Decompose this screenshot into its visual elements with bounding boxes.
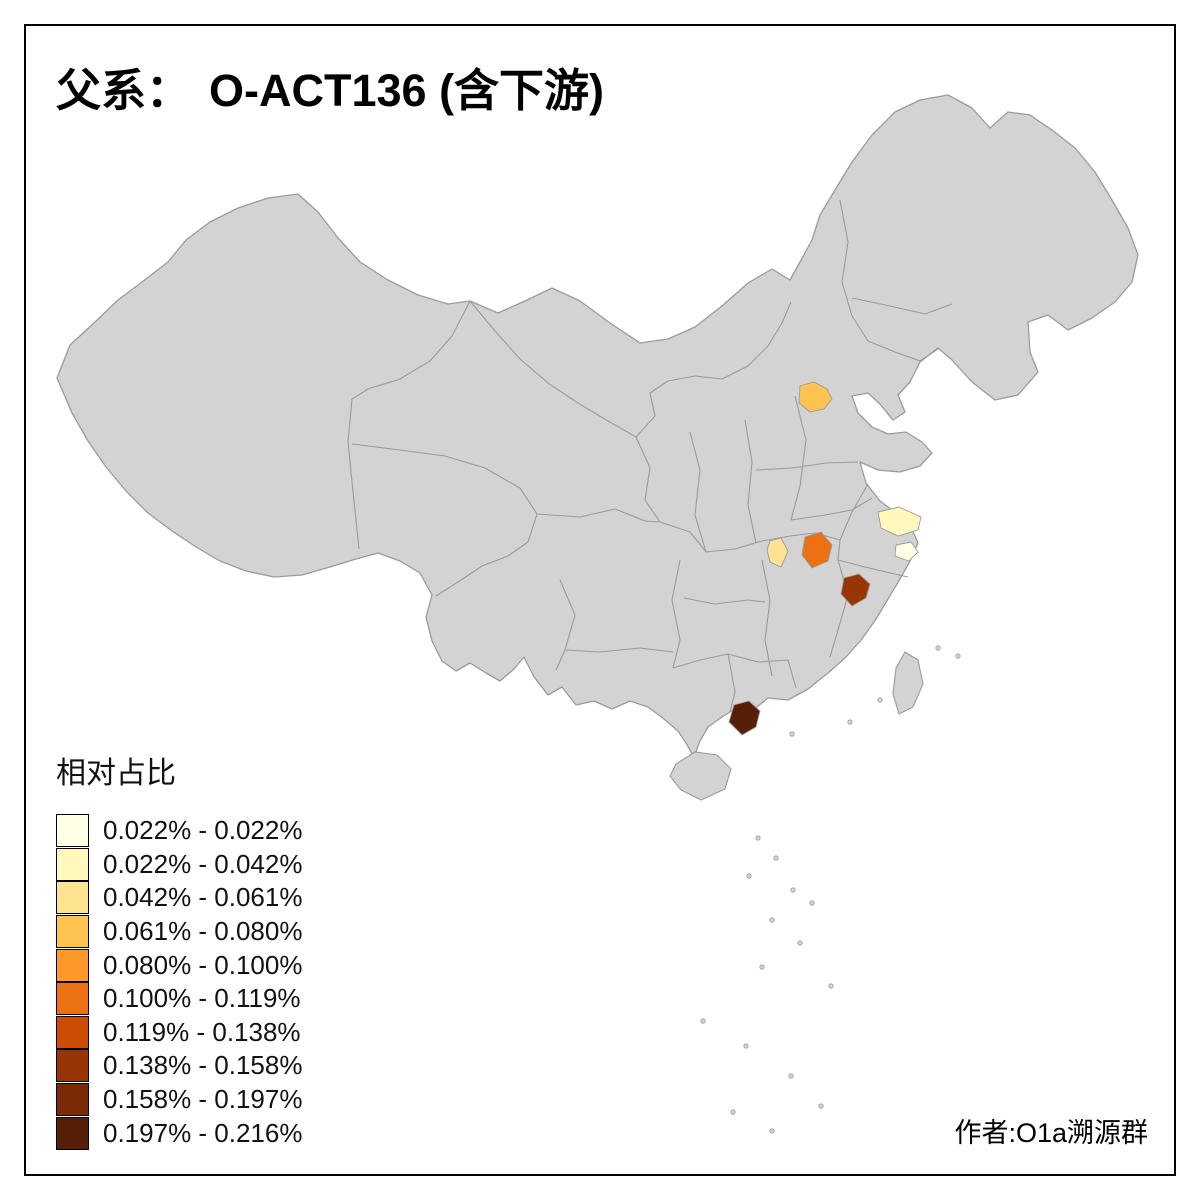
highlight-region-6 — [840, 573, 871, 607]
hainan-island — [669, 751, 732, 801]
legend-label: 0.061% - 0.080% — [103, 916, 303, 947]
legend-label: 0.138% - 0.158% — [103, 1050, 303, 1081]
legend-swatch — [56, 1049, 89, 1083]
legend: 相对占比 0.022% - 0.022% 0.022% - 0.042% 0.042… — [56, 748, 302, 1150]
legend-swatch — [56, 915, 89, 949]
legend-entry: 0.197% - 0.216% — [56, 1116, 302, 1150]
legend-label: 0.022% - 0.042% — [103, 848, 303, 879]
highlighted-regions — [728, 381, 922, 736]
legend-label: 0.022% - 0.022% — [103, 815, 303, 846]
china-mainland-outline — [56, 94, 1139, 758]
legend-entry: 0.158% - 0.197% — [56, 1083, 302, 1117]
province-borders — [347, 199, 953, 713]
legend-swatch — [56, 1015, 89, 1049]
legend-entry: 0.080% - 0.100% — [56, 948, 302, 982]
highlight-region-7 — [728, 700, 761, 736]
legend-label: 0.158% - 0.197% — [103, 1084, 303, 1115]
highlight-region-3 — [894, 541, 919, 562]
map-title: 父系： O-ACT136 (含下游) — [56, 54, 604, 119]
legend-entry: 0.022% - 0.042% — [56, 847, 303, 882]
legend-label: 0.080% - 0.100% — [103, 949, 303, 980]
legend-label: 0.119% - 0.138% — [103, 1016, 301, 1047]
legend-swatch — [56, 1083, 89, 1117]
legend-swatch — [56, 982, 89, 1016]
legend-entry: 0.119% - 0.138% — [56, 1015, 302, 1050]
legend-entry: 0.061% - 0.080% — [56, 915, 302, 949]
legend-label: 0.042% - 0.061% — [103, 882, 303, 913]
highlight-region-5 — [801, 531, 833, 569]
legend-entries: 0.022% - 0.022% 0.022% - 0.042% 0.042% - 0… — [56, 814, 302, 1150]
highlight-region-2 — [877, 506, 922, 537]
title-prefix: 父系： — [56, 65, 192, 116]
author-credit: 作者:O1a溯源群 — [954, 1118, 1148, 1148]
highlight-region-4 — [766, 537, 789, 568]
legend-entry: 0.100% - 0.119% — [56, 982, 302, 1016]
legend-title: 相对占比 — [56, 757, 176, 790]
title-main: O-ACT136 (含下游) — [209, 65, 605, 116]
legend-swatch — [56, 1116, 89, 1150]
taiwan-island — [892, 651, 924, 715]
legend-entry: 0.138% - 0.158% — [56, 1049, 302, 1083]
legend-swatch — [56, 847, 89, 881]
highlight-region-1 — [798, 381, 833, 413]
legend-swatch — [56, 948, 89, 982]
legend-swatch — [56, 881, 89, 915]
small-islands — [700, 645, 961, 1134]
legend-entry: 0.022% - 0.022% — [56, 814, 302, 848]
legend-swatch — [56, 814, 89, 848]
legend-label: 0.100% - 0.119% — [103, 983, 301, 1014]
legend-label: 0.197% - 0.216% — [103, 1117, 303, 1148]
legend-entry: 0.042% - 0.061% — [56, 881, 302, 915]
